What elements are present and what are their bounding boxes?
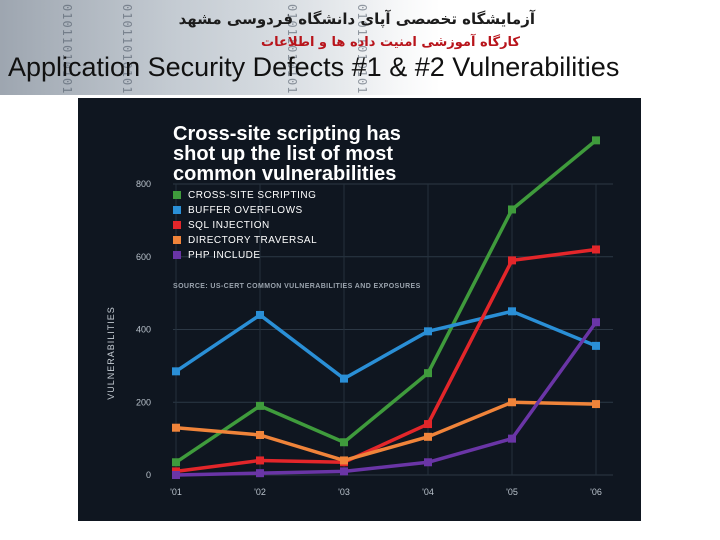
header-banner: 010110101010110 010110101010110 01011010… (0, 0, 720, 95)
data-point (592, 341, 600, 350)
legend-label: BUFFER OVERFLOWS (188, 205, 303, 216)
banner-binary-text: 010110101010110 (60, 4, 74, 95)
slide-title: Application Security Defects #1 & #2 Vul… (8, 52, 620, 82)
data-point (172, 471, 180, 479)
x-tick-label: '03 (338, 487, 350, 497)
series-line (175, 247, 597, 474)
legend-label: CROSS-SITE SCRIPTING (188, 190, 316, 201)
x-tick-label: '05 (506, 487, 518, 497)
chart-title-line: Cross-site scripting has (173, 123, 401, 145)
data-point (508, 398, 516, 407)
series-line (175, 138, 598, 464)
data-point (256, 310, 264, 319)
y-tick-label: 400 (136, 325, 151, 335)
data-point (508, 307, 516, 316)
axis-labels: 0 200 400 600 800 '01 '02 '03 '04 '05 '06 (136, 179, 602, 497)
legend-swatch (173, 221, 181, 229)
y-tick-label: 600 (136, 252, 151, 262)
data-point (424, 432, 432, 441)
y-tick-label: 0 (146, 470, 151, 480)
data-point (424, 420, 432, 429)
banner-binary-text: 010110101010110 (285, 4, 299, 95)
chart-panel: Cross-site scripting has shot up the lis… (78, 98, 641, 521)
legend-label: PHP INCLUDE (188, 250, 261, 261)
data-point (508, 434, 516, 443)
data-point (592, 245, 600, 254)
banner-binary-text: 010110101010110 (355, 4, 369, 95)
chart-title: Cross-site scripting has shot up the lis… (173, 123, 401, 185)
legend-swatch (173, 191, 181, 199)
data-point (172, 458, 180, 467)
banner-photo (0, 0, 440, 95)
legend-swatch (173, 206, 181, 214)
chart-background (78, 98, 641, 521)
chart-source: SOURCE: US-CERT COMMON VULNERABILITIES A… (173, 283, 421, 290)
legend-swatch (173, 251, 181, 259)
lab-name: آزمایشگاه تخصصی آپای دانشگاه فردوسی مشهد (178, 10, 535, 28)
x-tick-label: '04 (422, 487, 434, 497)
vulnerabilities-line-chart: Cross-site scripting has shot up the lis… (78, 98, 641, 521)
legend: CROSS-SITE SCRIPTING BUFFER OVERFLOWS SQL … (173, 190, 317, 261)
y-tick-label: 200 (136, 397, 151, 407)
x-tick-label: '06 (590, 487, 602, 497)
series-line (175, 309, 597, 381)
series-layer (172, 136, 600, 479)
chart-title-line: common vulnerabilities (173, 163, 396, 185)
legend-label: SQL INJECTION (188, 220, 270, 231)
data-point (424, 327, 432, 336)
series-line (175, 321, 598, 477)
data-point (256, 456, 264, 465)
data-point (256, 430, 264, 439)
legend-swatch (173, 236, 181, 244)
legend-label: DIRECTORY TRAVERSAL (188, 235, 317, 246)
data-point (508, 256, 516, 265)
data-point (592, 136, 600, 145)
x-tick-label: '01 (170, 487, 182, 497)
data-point (424, 369, 432, 378)
y-axis-label: VULNERABILITIES (106, 306, 116, 400)
data-point (340, 438, 348, 447)
lab-subtitle: کارگاه آموزشی امنیت داده ها و اطلاعات (261, 35, 520, 50)
data-point (256, 401, 264, 410)
data-point (172, 367, 180, 376)
data-point (340, 456, 348, 465)
data-point (508, 205, 516, 214)
data-point (172, 423, 180, 432)
chart-title-line: shot up the list of most (173, 143, 393, 165)
data-point (592, 400, 600, 409)
data-point (340, 467, 348, 476)
data-point (340, 374, 348, 383)
data-point (592, 318, 600, 327)
banner-binary-text: 010110101010110 (120, 4, 134, 95)
series-line (175, 400, 597, 463)
y-tick-label: 800 (136, 179, 151, 189)
data-point (256, 469, 264, 478)
x-tick-label: '02 (254, 487, 266, 497)
data-point (424, 458, 432, 467)
